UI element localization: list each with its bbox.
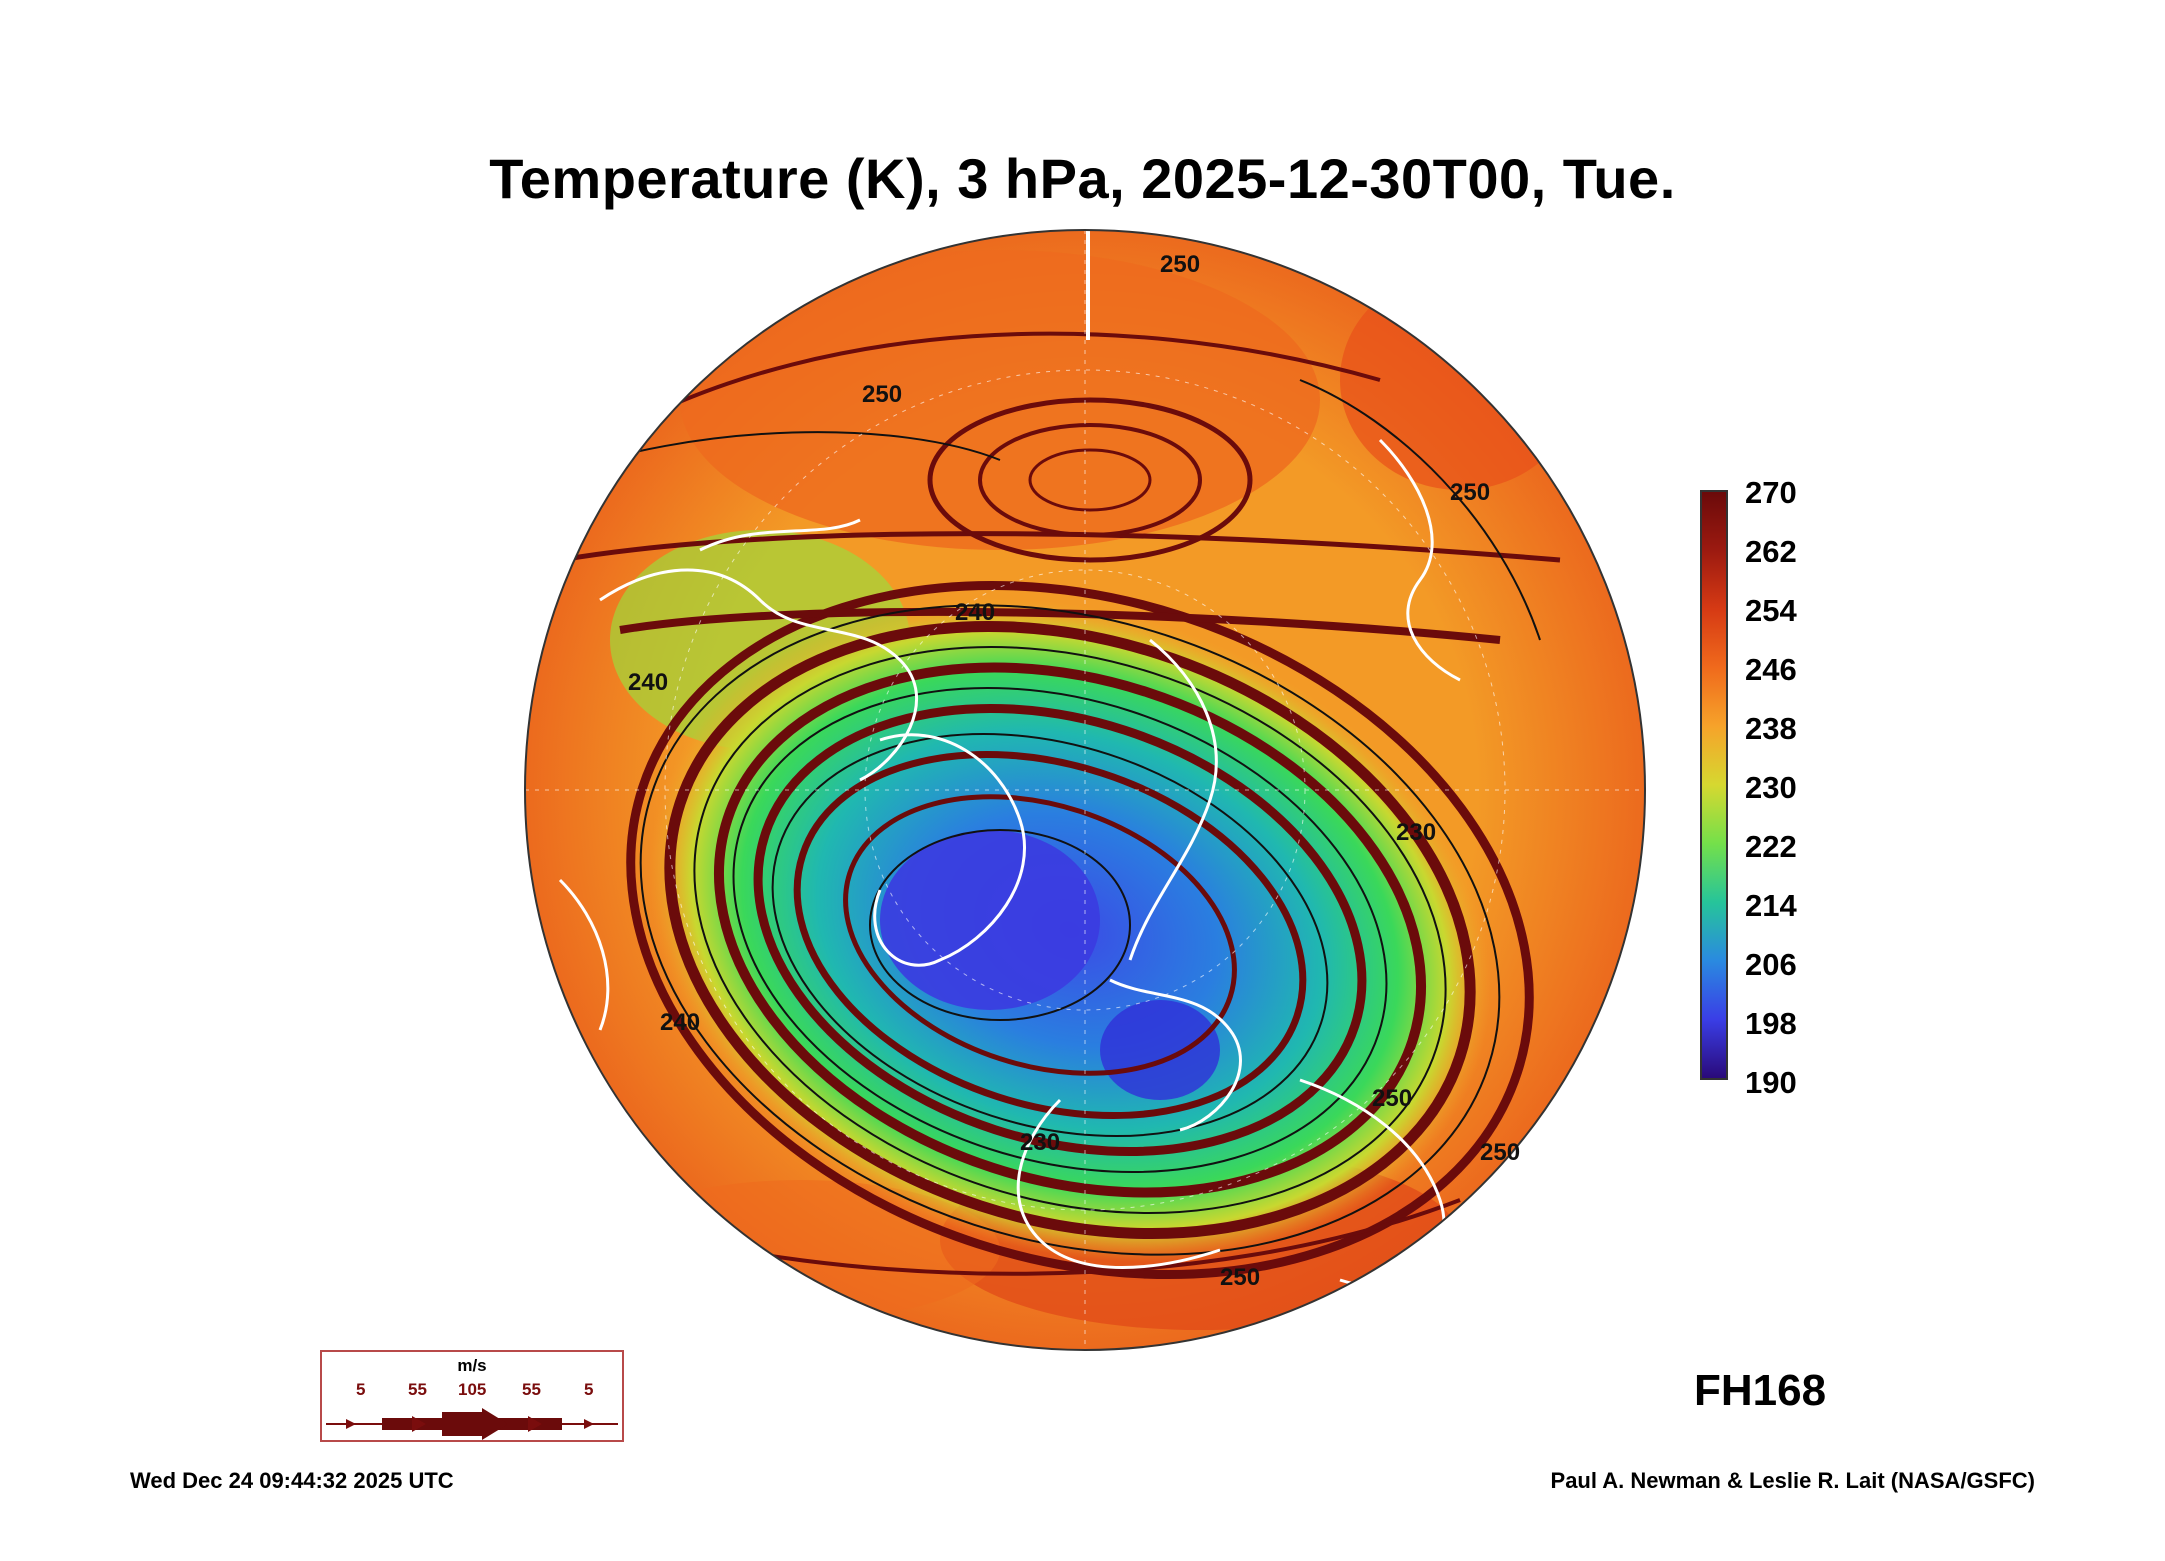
wind-speed-legend: m/s 5 55 105 55 5 xyxy=(320,1350,624,1442)
contour-label: 250 xyxy=(1450,479,1490,506)
warm-patch-north xyxy=(680,250,1320,550)
generation-timestamp: Wed Dec 24 09:44:32 2025 UTC xyxy=(130,1468,454,1493)
coastlines xyxy=(558,438,1461,1287)
wind-legend-speed: 5 xyxy=(356,1380,366,1399)
colorbar-tick-label: 206 xyxy=(1745,947,1797,982)
credit-line: Paul A. Newman & Leslie R. Lait (NASA/GS… xyxy=(1550,1468,2035,1493)
map-title: Temperature (K), 3 hPa, 2025-12-30T00, T… xyxy=(489,147,1676,210)
colorbar-tick-label: 198 xyxy=(1745,1006,1797,1041)
contour-label: 250 xyxy=(1480,1139,1520,1166)
colorbar-tick-label: 270 xyxy=(1745,475,1797,510)
contour-label: 240 xyxy=(955,599,995,626)
contour-label: 250 xyxy=(1220,1264,1260,1291)
wind-legend-speed: 55 xyxy=(408,1380,427,1399)
temperature-contours xyxy=(539,379,1541,1256)
wind-legend-speed: 105 xyxy=(458,1380,487,1399)
contour-label: 250 xyxy=(862,381,902,408)
contour-label: 230 xyxy=(1396,819,1436,846)
vortex-core-2 xyxy=(1100,1000,1220,1100)
colorbar-tick-label: 238 xyxy=(1745,711,1797,746)
wind-legend-speed: 55 xyxy=(522,1380,541,1399)
wind-legend-speed: 5 xyxy=(584,1380,594,1399)
contour-label: 230 xyxy=(1020,1129,1060,1156)
colorbar-tick-label: 230 xyxy=(1745,770,1797,805)
temperature-colorbar xyxy=(1700,490,1728,1080)
colorbar-tick-label: 254 xyxy=(1745,593,1797,628)
wind-legend-arrow xyxy=(326,1408,618,1440)
forecast-hour-label: FH168 xyxy=(1694,1366,1827,1415)
jet-stream-lines xyxy=(559,331,1561,1280)
contour-label: 250 xyxy=(1160,251,1200,278)
graticule xyxy=(525,230,1645,1350)
contour-label: 250 xyxy=(1372,1085,1412,1112)
colorbar-tick-label: 190 xyxy=(1745,1065,1797,1100)
colorbar-tick-label: 262 xyxy=(1745,534,1797,569)
contour-label: 240 xyxy=(660,1009,700,1036)
wind-legend-unit: m/s xyxy=(457,1356,487,1375)
vortex-core xyxy=(880,830,1100,1010)
contour-label: 240 xyxy=(628,669,668,696)
colorbar-tick-label: 214 xyxy=(1745,888,1797,923)
colorbar-tick-label: 222 xyxy=(1745,829,1797,864)
globe-outline xyxy=(524,229,1646,1351)
colorbar-tick-label: 246 xyxy=(1745,652,1797,687)
